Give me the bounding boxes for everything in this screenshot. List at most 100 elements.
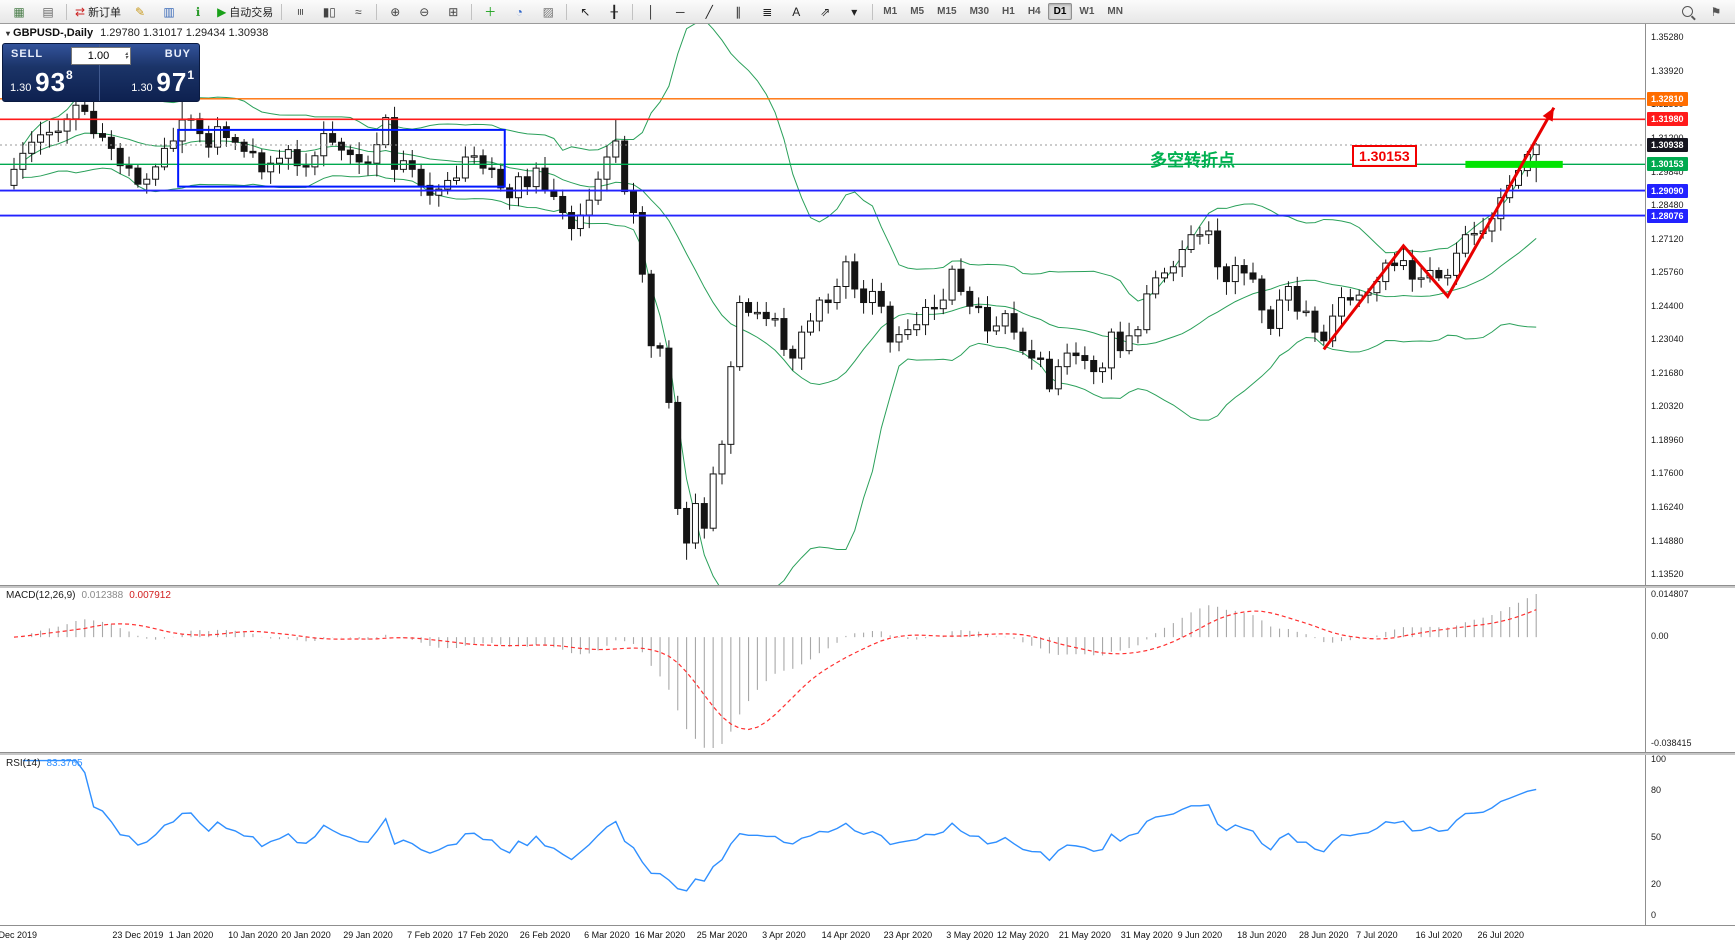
timeframe-H4[interactable]: H4 xyxy=(1027,6,1041,17)
data-window-icon[interactable]: ℹ xyxy=(184,1,212,23)
symbol-header: ▾ GBPUSD-,Daily 1.29780 1.31017 1.29434 1.… xyxy=(6,27,268,39)
spinner-up-icon[interactable]: ▴ xyxy=(124,51,128,57)
timeframe-W1[interactable]: W1 xyxy=(1079,6,1095,17)
timeframe-D1[interactable]: D1 xyxy=(1047,3,1073,20)
toolbar-separator xyxy=(471,3,473,20)
periods-icon[interactable]: ◔ xyxy=(505,1,533,23)
one-click-toggle-icon[interactable]: ▾ xyxy=(6,29,11,38)
price-panel[interactable] xyxy=(0,20,1645,595)
date-label: 6 Mar 2020 xyxy=(584,930,630,940)
timeframe-M15[interactable]: M15 xyxy=(937,6,957,17)
shapes-dropdown-glyph: ▾ xyxy=(851,4,858,19)
buy-button[interactable]: BUY 1.30 971 xyxy=(102,44,199,101)
date-label: 7 Jul 2020 xyxy=(1356,930,1398,940)
text-icon[interactable]: A xyxy=(782,1,810,23)
current-price-tag: 1.30938 xyxy=(1647,137,1688,152)
bb-lower-band xyxy=(22,167,1537,585)
sell-price: 1.30 938 xyxy=(10,67,73,97)
toolbar: ▦ ▤ ⇄ 新订单 ✎ ▥ ℹ ▶ 自动交易 ≡ ▮▯ ≈ ⊕ ⊖ ⊞ ＋ ◔ ▨ ↖ ╂ │ ─ ╱ ∥ ≣ A ⇗ ▾ M1 M5 M1… xyxy=(0,0,1735,24)
tile-windows-icon[interactable]: ⊞ xyxy=(439,1,467,23)
price-tick: 1.21680 xyxy=(1651,367,1684,378)
rsi-line xyxy=(22,759,1537,892)
panel-splitter[interactable] xyxy=(0,752,1735,755)
market-watch-glyph: ▥ xyxy=(163,4,175,19)
macd-axis-min: -0.038415 xyxy=(1651,738,1692,748)
timeframe-M1[interactable]: M1 xyxy=(883,6,898,17)
templates-icon[interactable]: ▨ xyxy=(534,1,562,23)
date-label: 14 Apr 2020 xyxy=(821,930,871,940)
line-chart-icon[interactable]: ≈ xyxy=(344,1,372,23)
search-icon[interactable] xyxy=(1673,1,1701,23)
macd-indicator-label: MACD(12,26,9) 0.012388 0.007912 xyxy=(6,590,171,601)
toolbar-separator xyxy=(376,3,378,20)
metaeditor-icon[interactable]: ✎ xyxy=(126,1,154,23)
cursor-glyph: ↖ xyxy=(580,4,591,19)
channel-icon[interactable]: ∥ xyxy=(724,1,752,23)
toolbar-separator xyxy=(566,3,568,20)
pin-icon[interactable]: ⚑ xyxy=(1702,1,1730,23)
search-icon xyxy=(1681,6,1693,17)
macd-signal-line xyxy=(13,609,1537,731)
new-chart-icon[interactable]: ▦ xyxy=(5,1,33,23)
zoom-out-icon[interactable]: ⊖ xyxy=(410,1,438,23)
macd-axis-zero: 0.00 xyxy=(1651,631,1669,642)
arrows-glyph: ⇗ xyxy=(820,4,831,19)
price-tick: 1.14880 xyxy=(1651,535,1684,546)
price-tick: 1.23040 xyxy=(1651,334,1684,345)
projection-zigzag-arrow[interactable] xyxy=(1322,106,1556,351)
zoom-in-icon[interactable]: ⊕ xyxy=(381,1,409,23)
price-axis-divider xyxy=(1645,24,1646,925)
fibonacci-icon[interactable]: ≣ xyxy=(753,1,781,23)
new-order-button[interactable]: ⇄ 新订单 xyxy=(71,1,125,23)
price-tick: 1.25760 xyxy=(1651,267,1684,278)
date-label: 3 May 2020 xyxy=(946,930,994,940)
turning-point-label[interactable]: 多空转折点 xyxy=(1150,151,1235,170)
sell-button[interactable]: SELL 1.30 938 xyxy=(3,44,100,101)
volume-spinner[interactable]: ▴ ▾ xyxy=(124,51,130,61)
vertical-line-icon[interactable]: │ xyxy=(637,1,665,23)
autotrading-button[interactable]: ▶ 自动交易 xyxy=(213,1,277,23)
trendline-icon[interactable]: ╱ xyxy=(695,1,723,23)
toolbar-separator xyxy=(66,3,67,20)
one-click-trading-panel: SELL 1.30 938 1.00 ▴ ▾ BUY 1.30 971 xyxy=(2,43,200,102)
panel-splitter[interactable] xyxy=(0,585,1735,588)
ohlc-values: 1.29780 1.31017 1.29434 1.30938 xyxy=(100,27,269,39)
market-watch-icon[interactable]: ▥ xyxy=(155,1,183,23)
arrows-icon[interactable]: ⇗ xyxy=(811,1,839,23)
candlestick-chart-icon[interactable]: ▮▯ xyxy=(315,1,343,23)
volume-input[interactable]: 1.00 ▴ ▾ xyxy=(71,47,131,65)
horizontal-line-icon[interactable]: ─ xyxy=(666,1,694,23)
toolbar-separator xyxy=(872,3,874,20)
date-label: 18 Jun 2020 xyxy=(1237,930,1287,940)
macd-name: MACD(12,26,9) xyxy=(6,590,76,601)
bar-chart-icon[interactable]: ≡ xyxy=(286,1,314,23)
vertical-line-glyph: │ xyxy=(647,4,656,19)
profiles-icon[interactable]: ▤ xyxy=(34,1,62,23)
crosshair-icon[interactable]: ╂ xyxy=(600,1,628,23)
price-callout[interactable]: 1.30153 xyxy=(1352,145,1417,167)
rsi-panel[interactable] xyxy=(22,759,1537,892)
price-tick: 1.24400 xyxy=(1651,300,1684,311)
date-label: 28 Jun 2020 xyxy=(1299,930,1349,940)
date-label: 3 Apr 2020 xyxy=(762,930,806,940)
buy-label: BUY xyxy=(164,48,191,60)
periods-glyph: ◔ xyxy=(515,4,523,19)
indicators-icon[interactable]: ＋ xyxy=(476,1,504,23)
macd-panel[interactable] xyxy=(13,594,1537,748)
timeframe-MN[interactable]: MN xyxy=(1107,6,1123,17)
timeframe-H1[interactable]: H1 xyxy=(1002,6,1015,17)
zoom-in-glyph: ⊕ xyxy=(390,4,401,19)
arrowhead xyxy=(1542,107,1554,122)
text-glyph: A xyxy=(792,4,801,19)
date-label: 10 Jan 2020 xyxy=(228,930,278,940)
timeframe-M30[interactable]: M30 xyxy=(969,6,990,17)
profiles-glyph: ▤ xyxy=(42,4,54,19)
timeframe-M5[interactable]: M5 xyxy=(910,6,925,17)
consolidation-rectangle[interactable] xyxy=(177,128,506,188)
spinner-down-icon[interactable]: ▾ xyxy=(124,55,128,61)
shapes-dropdown-icon[interactable]: ▾ xyxy=(840,1,868,23)
price-tick: 1.27120 xyxy=(1651,233,1684,244)
cursor-icon[interactable]: ↖ xyxy=(571,1,599,23)
price-tick: 1.16240 xyxy=(1651,501,1684,512)
